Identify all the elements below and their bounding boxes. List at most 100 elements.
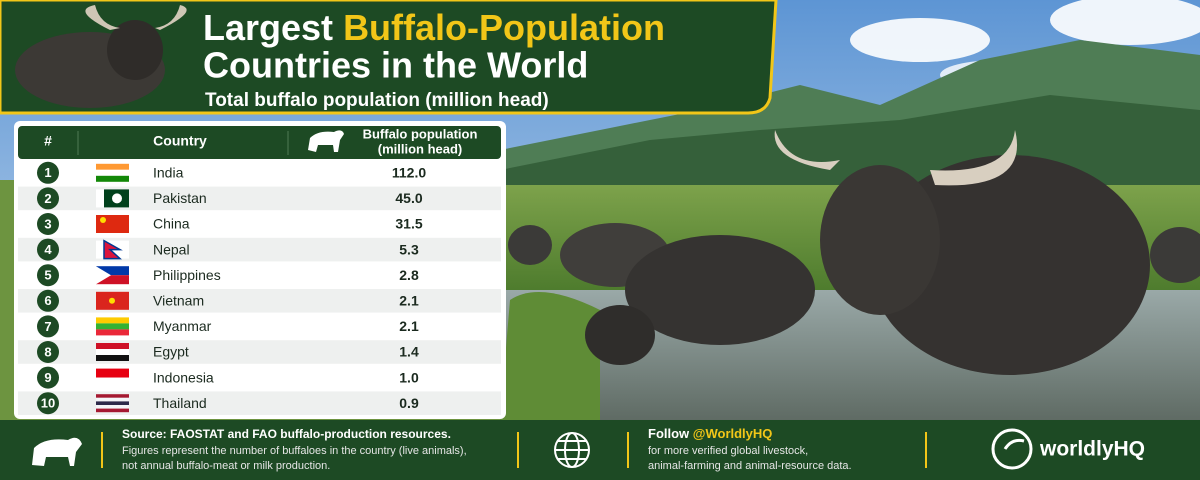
country: Thailand (153, 395, 207, 411)
table-row (18, 212, 501, 236)
column-header: Country (153, 133, 207, 149)
flag-stripe (96, 349, 129, 355)
country: Egypt (153, 344, 189, 360)
flag (96, 163, 129, 182)
brand-logo-mark (1003, 438, 1025, 450)
population-value: 1.0 (399, 369, 419, 385)
population-value: 45.0 (395, 190, 422, 206)
header-title-line1: Largest Buffalo-Population (203, 7, 665, 48)
flag (96, 291, 129, 310)
rank: 5 (44, 268, 51, 283)
column-header: Buffalo population (363, 126, 478, 141)
title-highlight: Buffalo-Population (343, 7, 665, 48)
rank: 10 (41, 396, 55, 411)
table-body: 1 India 112.0 2 Pakistan 45.0 3 China 31.5 4 Nepal… (18, 161, 501, 415)
flag-stripe (96, 317, 129, 324)
rank-badge (37, 264, 59, 287)
table-row (18, 365, 501, 390)
header-panel (0, 0, 778, 115)
country: Indonesia (153, 369, 214, 385)
footer-note: Figures represent the number of buffaloe… (122, 445, 467, 457)
flag-stripe (96, 169, 129, 176)
population-value: 0.9 (399, 395, 419, 411)
rank: 8 (44, 344, 51, 359)
population-value: 2.8 (399, 267, 419, 283)
rank-badge (37, 289, 59, 312)
footer-follow-text: animal-farming and animal-resource data. (648, 460, 852, 472)
rank-badge (37, 187, 59, 210)
footer-source: Source: FAOSTAT and FAO buffalo-producti… (122, 427, 451, 441)
country: Myanmar (153, 318, 212, 334)
flag (96, 215, 129, 233)
population-value: 31.5 (395, 216, 422, 232)
footer-note: not annual buffalo-meat or milk producti… (122, 460, 330, 472)
table-row (18, 314, 501, 339)
table-row (18, 391, 501, 415)
flag-stripe (96, 408, 129, 413)
country: Vietnam (153, 293, 204, 309)
rank-badge (37, 341, 59, 363)
population-value: 2.1 (399, 318, 419, 334)
flag-stripe (96, 275, 129, 285)
flag-stripe (96, 266, 129, 276)
table-row (18, 186, 501, 211)
country: China (153, 216, 190, 232)
rank-badge (37, 315, 59, 338)
population-value: 1.4 (399, 344, 419, 360)
flag (96, 343, 129, 361)
rank-badge (37, 392, 59, 415)
footer-buffalo-icon (32, 437, 82, 466)
footer-follow-text: for more verified global livestock, (648, 445, 808, 457)
table-row (18, 263, 501, 287)
flag-stripe (96, 175, 129, 182)
column-header: (million head) (378, 141, 463, 156)
header-title-line2: Countries in the World (203, 45, 588, 86)
country: Nepal (153, 241, 190, 257)
flag-stripe (96, 368, 129, 378)
flag-part (112, 193, 122, 204)
header-buffalo (15, 5, 187, 108)
flag-stripe (96, 397, 129, 402)
rank: 7 (44, 319, 51, 334)
flag-part (109, 297, 115, 304)
rank-badge (37, 366, 59, 389)
footer (0, 420, 1200, 480)
table-header (18, 126, 501, 159)
buffalo-icon (308, 130, 344, 152)
header-subtitle: Total buffalo population (million head) (205, 90, 549, 111)
flag-stripe (96, 377, 129, 387)
rank: 6 (44, 293, 51, 308)
flag-part (96, 266, 111, 285)
rank: 9 (44, 370, 51, 385)
flag-stripe (96, 215, 129, 233)
table-row (18, 289, 501, 313)
flag (96, 394, 129, 413)
flag (96, 189, 129, 208)
rank-badge (37, 213, 59, 235)
follow-handle[interactable]: @WorldlyHQ (693, 426, 773, 441)
flag-part (100, 217, 106, 223)
brand-logo (991, 428, 1033, 470)
flag (96, 317, 129, 336)
brand-name: worldlyHQ (1039, 438, 1145, 461)
population-value: 5.3 (399, 241, 419, 257)
rank: 3 (44, 216, 51, 231)
flag-stripe (96, 355, 129, 361)
flag-stripe (96, 401, 129, 405)
flag-stripe (96, 394, 129, 398)
table-row (18, 340, 501, 364)
country: Pakistan (153, 190, 207, 206)
table-row (18, 161, 501, 185)
rank: 1 (44, 165, 51, 180)
footer-follow: Follow @WorldlyHQ (648, 426, 772, 441)
follow-lead: Follow (648, 426, 690, 441)
rank-badge (37, 238, 59, 261)
country: Philippines (153, 267, 221, 283)
flag-stripe (96, 329, 129, 336)
flag (96, 368, 129, 387)
population-value: 2.1 (399, 293, 419, 309)
flag (96, 239, 129, 260)
rank: 2 (44, 191, 51, 206)
